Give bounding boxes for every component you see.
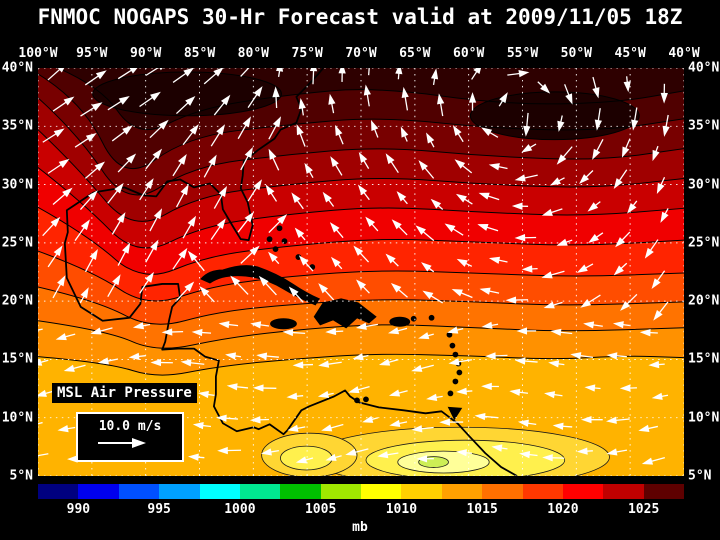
colorbar-segment [361, 484, 402, 499]
lon-label: 45°W [614, 46, 646, 61]
longitude-axis: 100°W 95°W 90°W 85°W 80°W 75°W 70°W 65°W 60°W 55°… [0, 46, 720, 62]
colorbar-segment [401, 484, 442, 499]
latitude-axis-right: 40°N 35°N 30°N 25°N 20°N 15°N 10°N 5°N [686, 0, 720, 540]
colorbar-segment [159, 484, 200, 499]
lat-label: 40°N [688, 60, 720, 76]
colorbar-tick-label: 1020 [547, 502, 579, 517]
wind-scale-legend: 10.0 m/s [76, 412, 184, 462]
colorbar-segment [118, 484, 160, 499]
lat-label: 5°N [9, 468, 33, 484]
field-name-label: MSL Air Pressure [52, 383, 197, 403]
lat-label: 10°N [688, 410, 720, 426]
colorbar-tick-label: 1015 [466, 502, 498, 517]
lat-label: 25°N [688, 235, 720, 251]
colorbar-tick-label: 990 [66, 502, 91, 517]
colorbar-tick-labels: 990 995 1000 1005 1010 1015 1020 1025 [0, 502, 720, 517]
lon-label: 40°W [668, 46, 700, 61]
colorbar-tick-label: 1025 [627, 502, 660, 517]
colorbar-segment [239, 484, 281, 499]
weather-map [38, 68, 684, 476]
lat-label: 15°N [688, 351, 720, 367]
lat-label: 20°N [1, 293, 33, 309]
colorbar-segment [482, 484, 523, 499]
colorbar-segment [78, 484, 119, 499]
colorbar-tick-label: 1000 [224, 502, 256, 517]
colorbar-segment [562, 484, 604, 499]
islands [200, 225, 463, 421]
coastlines [63, 68, 518, 476]
lat-label: 35°N [1, 118, 33, 134]
colorbar-tick-label: 1010 [385, 502, 418, 517]
colorbar-segment [280, 484, 321, 499]
colorbar-segment [603, 484, 644, 499]
lat-label: 10°N [1, 410, 33, 426]
grid-lines [38, 68, 684, 476]
lat-label: 20°N [688, 293, 720, 309]
lon-label: 55°W [506, 46, 539, 61]
wind-scale-arrow-icon [98, 438, 146, 448]
lat-label: 25°N [1, 235, 33, 251]
latitude-axis-left: 40°N 35°N 30°N 25°N 20°N 15°N 10°N 5°N [0, 0, 36, 540]
lon-label: 70°W [345, 46, 377, 61]
colorbar-tick-label: 995 [147, 502, 171, 517]
lon-label: 85°W [183, 46, 216, 61]
lat-label: 35°N [688, 118, 720, 134]
lon-label: 50°W [560, 46, 592, 61]
colorbar-segment [522, 484, 563, 499]
lat-label: 5°N [688, 468, 712, 484]
lat-label: 15°N [1, 351, 33, 367]
lat-label: 30°N [1, 177, 33, 193]
lat-label: 40°N [1, 60, 33, 76]
lon-label: 90°W [130, 46, 162, 61]
colorbar [38, 484, 684, 499]
page-title: FNMOC NOGAPS 30-Hr Forecast valid at 200… [37, 5, 683, 29]
colorbar-tick-label: 1005 [304, 502, 337, 517]
lat-label: 30°N [688, 177, 720, 193]
lon-label: 75°W [291, 46, 323, 61]
colorbar-segment [320, 484, 361, 499]
lon-label: 60°W [453, 46, 485, 61]
colorbar-segment [643, 484, 684, 499]
wind-scale-label: 10.0 m/s [98, 419, 162, 434]
colorbar-segment [199, 484, 240, 499]
colorbar-unit-label: mb [352, 520, 368, 535]
colorbar-segment [38, 484, 79, 499]
colorbar-segment [441, 484, 483, 499]
lon-label: 95°W [76, 46, 108, 61]
isobar-contours [38, 68, 684, 376]
lon-label: 100°W [18, 46, 58, 61]
lon-label: 65°W [399, 46, 431, 61]
lon-label: 80°W [237, 46, 269, 61]
